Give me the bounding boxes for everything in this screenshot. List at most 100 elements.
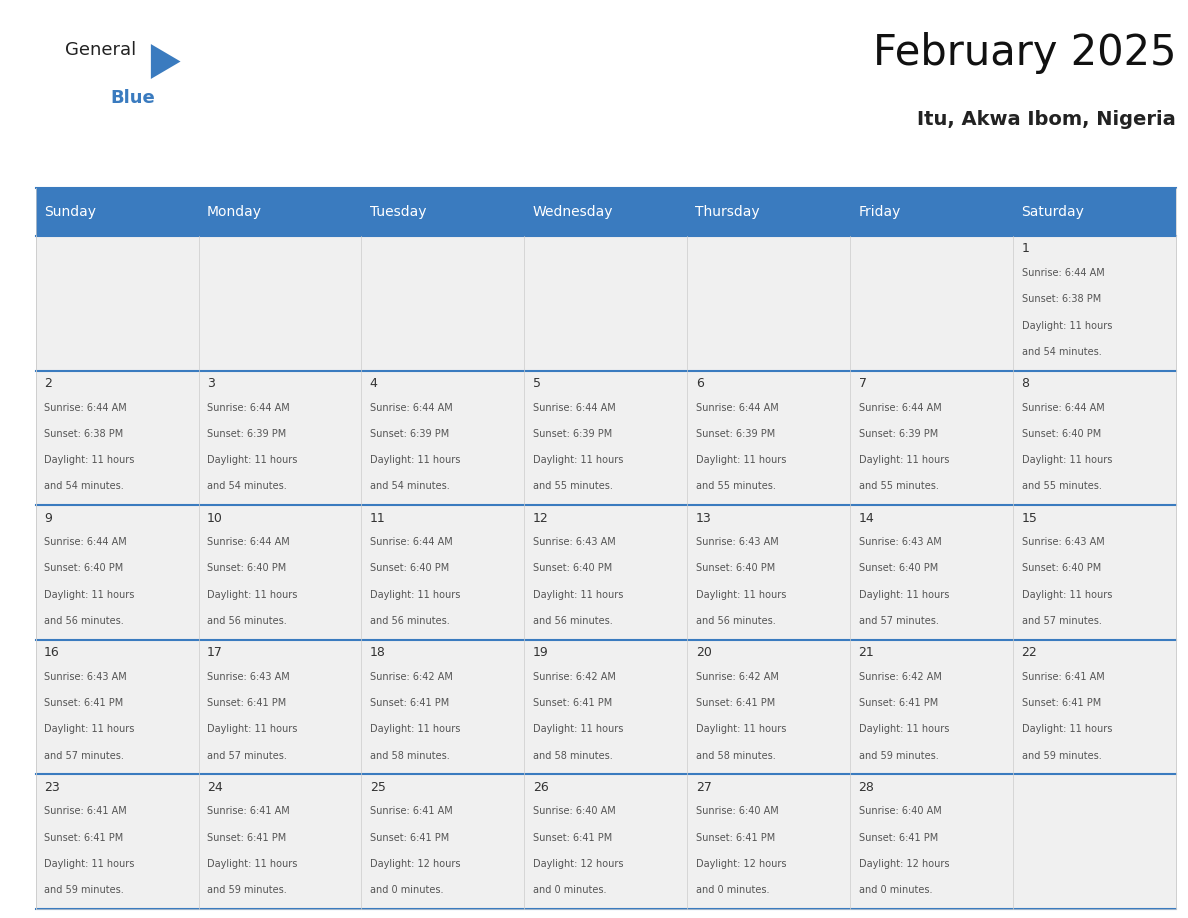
- Text: Daylight: 11 hours: Daylight: 11 hours: [44, 724, 134, 734]
- Text: and 56 minutes.: and 56 minutes.: [44, 616, 124, 626]
- Text: Sunday: Sunday: [44, 205, 96, 219]
- Text: 19: 19: [532, 646, 549, 659]
- Text: Sunset: 6:41 PM: Sunset: 6:41 PM: [532, 698, 612, 708]
- Text: Sunrise: 6:44 AM: Sunrise: 6:44 AM: [532, 403, 615, 412]
- Text: Daylight: 11 hours: Daylight: 11 hours: [532, 589, 624, 599]
- Text: and 55 minutes.: and 55 minutes.: [859, 481, 939, 491]
- Text: Daylight: 11 hours: Daylight: 11 hours: [532, 724, 624, 734]
- Text: Sunrise: 6:42 AM: Sunrise: 6:42 AM: [696, 672, 778, 682]
- Text: and 0 minutes.: and 0 minutes.: [532, 885, 606, 895]
- Bar: [524, 371, 688, 505]
- Text: Sunrise: 6:41 AM: Sunrise: 6:41 AM: [369, 806, 453, 816]
- Text: Sunrise: 6:41 AM: Sunrise: 6:41 AM: [1022, 672, 1105, 682]
- Bar: [851, 505, 1013, 640]
- Bar: [361, 505, 524, 640]
- Text: Thursday: Thursday: [695, 205, 760, 219]
- Text: Sunset: 6:41 PM: Sunset: 6:41 PM: [696, 698, 775, 708]
- Text: 10: 10: [207, 511, 223, 524]
- Text: Sunset: 6:41 PM: Sunset: 6:41 PM: [369, 698, 449, 708]
- Text: Sunrise: 6:44 AM: Sunrise: 6:44 AM: [696, 403, 778, 412]
- Text: 6: 6: [696, 377, 703, 390]
- Text: Daylight: 11 hours: Daylight: 11 hours: [859, 589, 949, 599]
- Text: Daylight: 11 hours: Daylight: 11 hours: [207, 859, 297, 868]
- Text: Daylight: 12 hours: Daylight: 12 hours: [532, 859, 624, 868]
- Text: Sunset: 6:41 PM: Sunset: 6:41 PM: [696, 833, 775, 843]
- Text: Sunset: 6:39 PM: Sunset: 6:39 PM: [859, 429, 937, 439]
- Text: 11: 11: [369, 511, 386, 524]
- Bar: [688, 371, 851, 505]
- Text: Sunset: 6:39 PM: Sunset: 6:39 PM: [532, 429, 612, 439]
- Bar: [1013, 188, 1176, 236]
- Text: Sunset: 6:39 PM: Sunset: 6:39 PM: [369, 429, 449, 439]
- Bar: [198, 371, 361, 505]
- Text: Sunset: 6:41 PM: Sunset: 6:41 PM: [532, 833, 612, 843]
- Text: General: General: [65, 41, 137, 60]
- Text: and 57 minutes.: and 57 minutes.: [1022, 616, 1101, 626]
- Bar: [851, 236, 1013, 371]
- Text: and 56 minutes.: and 56 minutes.: [207, 616, 286, 626]
- Text: 24: 24: [207, 780, 222, 794]
- Text: Daylight: 11 hours: Daylight: 11 hours: [207, 724, 297, 734]
- Text: and 54 minutes.: and 54 minutes.: [44, 481, 124, 491]
- Text: 18: 18: [369, 646, 386, 659]
- Bar: [851, 188, 1013, 236]
- Text: 28: 28: [859, 780, 874, 794]
- Text: Daylight: 11 hours: Daylight: 11 hours: [859, 724, 949, 734]
- Text: Sunset: 6:40 PM: Sunset: 6:40 PM: [369, 564, 449, 574]
- Text: Daylight: 12 hours: Daylight: 12 hours: [369, 859, 460, 868]
- Text: and 0 minutes.: and 0 minutes.: [696, 885, 769, 895]
- Text: and 56 minutes.: and 56 minutes.: [369, 616, 449, 626]
- Text: Sunset: 6:41 PM: Sunset: 6:41 PM: [859, 698, 937, 708]
- Bar: [361, 236, 524, 371]
- Text: Daylight: 11 hours: Daylight: 11 hours: [1022, 724, 1112, 734]
- Text: Sunset: 6:40 PM: Sunset: 6:40 PM: [1022, 564, 1101, 574]
- Text: Sunset: 6:41 PM: Sunset: 6:41 PM: [207, 698, 286, 708]
- Text: Itu, Akwa Ibom, Nigeria: Itu, Akwa Ibom, Nigeria: [917, 110, 1176, 129]
- Text: Saturday: Saturday: [1022, 205, 1085, 219]
- Text: Daylight: 11 hours: Daylight: 11 hours: [369, 589, 460, 599]
- Text: 2: 2: [44, 377, 52, 390]
- Text: Sunrise: 6:44 AM: Sunrise: 6:44 AM: [1022, 268, 1105, 278]
- Text: Sunrise: 6:43 AM: Sunrise: 6:43 AM: [1022, 537, 1105, 547]
- Text: Blue: Blue: [110, 89, 156, 107]
- Text: Sunrise: 6:43 AM: Sunrise: 6:43 AM: [44, 672, 127, 682]
- Bar: [851, 774, 1013, 909]
- Text: February 2025: February 2025: [873, 32, 1176, 74]
- Text: and 59 minutes.: and 59 minutes.: [859, 751, 939, 760]
- Text: and 59 minutes.: and 59 minutes.: [1022, 751, 1101, 760]
- Text: Sunset: 6:41 PM: Sunset: 6:41 PM: [44, 833, 124, 843]
- Text: 1: 1: [1022, 242, 1029, 255]
- Bar: [688, 774, 851, 909]
- Bar: [1013, 236, 1176, 371]
- Bar: [524, 774, 688, 909]
- Polygon shape: [151, 44, 181, 79]
- Text: Wednesday: Wednesday: [532, 205, 613, 219]
- Bar: [361, 774, 524, 909]
- Text: 25: 25: [369, 780, 386, 794]
- Bar: [851, 371, 1013, 505]
- Bar: [36, 505, 198, 640]
- Text: Sunset: 6:41 PM: Sunset: 6:41 PM: [369, 833, 449, 843]
- Text: and 55 minutes.: and 55 minutes.: [1022, 481, 1101, 491]
- Text: Daylight: 11 hours: Daylight: 11 hours: [696, 724, 786, 734]
- Text: Sunset: 6:40 PM: Sunset: 6:40 PM: [44, 564, 124, 574]
- Text: Daylight: 11 hours: Daylight: 11 hours: [1022, 589, 1112, 599]
- Text: Sunrise: 6:44 AM: Sunrise: 6:44 AM: [859, 403, 941, 412]
- Text: Monday: Monday: [207, 205, 261, 219]
- Bar: [688, 640, 851, 774]
- Text: 20: 20: [696, 646, 712, 659]
- Text: and 54 minutes.: and 54 minutes.: [369, 481, 449, 491]
- Text: and 59 minutes.: and 59 minutes.: [44, 885, 124, 895]
- Text: and 55 minutes.: and 55 minutes.: [532, 481, 613, 491]
- Bar: [524, 188, 688, 236]
- Bar: [524, 236, 688, 371]
- Bar: [36, 371, 198, 505]
- Bar: [198, 774, 361, 909]
- Text: Sunset: 6:39 PM: Sunset: 6:39 PM: [696, 429, 775, 439]
- Text: Sunset: 6:40 PM: Sunset: 6:40 PM: [859, 564, 937, 574]
- Text: Sunrise: 6:44 AM: Sunrise: 6:44 AM: [44, 403, 127, 412]
- Text: Sunset: 6:40 PM: Sunset: 6:40 PM: [532, 564, 612, 574]
- Bar: [36, 640, 198, 774]
- Text: Sunrise: 6:43 AM: Sunrise: 6:43 AM: [859, 537, 941, 547]
- Text: 8: 8: [1022, 377, 1030, 390]
